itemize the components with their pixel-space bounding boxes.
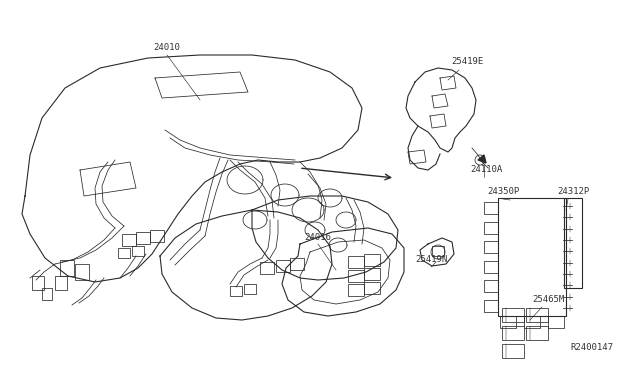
Bar bbox=[348, 270, 364, 282]
Bar bbox=[276, 260, 290, 272]
Bar bbox=[484, 280, 498, 292]
Bar bbox=[364, 282, 380, 294]
Polygon shape bbox=[478, 155, 486, 163]
Bar bbox=[502, 326, 524, 340]
Text: 25419E: 25419E bbox=[451, 58, 483, 67]
Bar bbox=[364, 254, 380, 266]
Text: 24016: 24016 bbox=[305, 232, 332, 241]
Bar bbox=[524, 316, 540, 328]
Bar bbox=[484, 241, 498, 253]
Bar bbox=[348, 284, 364, 296]
Bar bbox=[75, 264, 89, 280]
Bar bbox=[136, 232, 150, 244]
Bar bbox=[348, 256, 364, 268]
Bar bbox=[484, 300, 498, 312]
Bar bbox=[502, 308, 524, 322]
Text: 24350P: 24350P bbox=[487, 187, 519, 196]
Text: 24312P: 24312P bbox=[557, 187, 589, 196]
Bar bbox=[150, 230, 164, 242]
Bar bbox=[526, 308, 548, 322]
Bar bbox=[364, 268, 380, 280]
Bar bbox=[526, 326, 548, 340]
Bar bbox=[548, 316, 564, 328]
Bar bbox=[564, 198, 582, 288]
Bar bbox=[502, 344, 524, 358]
Bar bbox=[500, 316, 516, 328]
Text: 24110A: 24110A bbox=[470, 166, 502, 174]
Bar bbox=[230, 286, 242, 296]
Bar bbox=[498, 198, 566, 316]
Bar bbox=[244, 284, 256, 294]
Bar bbox=[484, 261, 498, 273]
Bar bbox=[122, 234, 136, 246]
Bar bbox=[260, 262, 274, 274]
Bar bbox=[118, 248, 130, 258]
Text: R2400147: R2400147 bbox=[570, 343, 614, 353]
Bar bbox=[60, 260, 74, 276]
Bar bbox=[42, 288, 52, 300]
Text: 24010: 24010 bbox=[154, 44, 180, 52]
Bar bbox=[484, 202, 498, 214]
Text: 25465M: 25465M bbox=[532, 295, 564, 305]
Bar bbox=[432, 246, 444, 256]
Text: 25419N: 25419N bbox=[415, 256, 447, 264]
Bar bbox=[484, 222, 498, 234]
Bar bbox=[55, 276, 67, 290]
Bar bbox=[132, 246, 144, 256]
Bar bbox=[32, 276, 44, 290]
Bar bbox=[290, 258, 304, 270]
